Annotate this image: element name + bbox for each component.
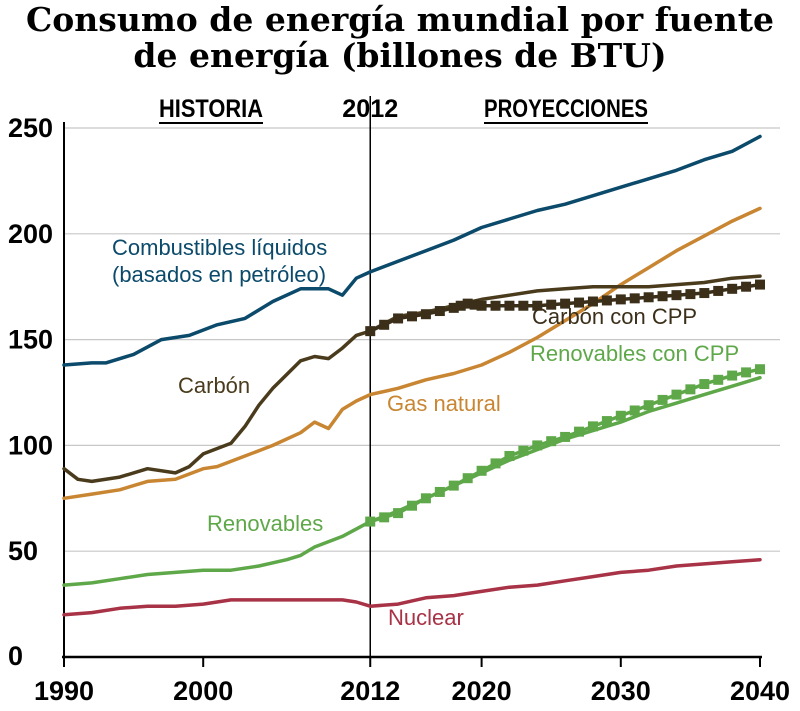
series-marker-carbon-con-cpp-0-1 (379, 319, 390, 330)
series-line-combustibles-liquidos (62, 134, 762, 367)
series-line-gas-natural (62, 206, 762, 501)
chart-title-line-1: Consumo de energía mundial por fuente (26, 0, 774, 39)
series-marker-carbon-con-cpp-1-1 (407, 311, 417, 322)
x-tick-label-2000: 2000 (173, 676, 233, 706)
series-marker-renovables-con-cpp-7-1 (574, 426, 585, 437)
series-marker-renovables-con-cpp-1-0 (393, 508, 404, 519)
y-tick-label-250: 250 (8, 113, 53, 143)
series-marker-renovables-con-cpp-5-0 (504, 450, 515, 461)
series-marker-renovables-con-cpp-10-1 (657, 394, 668, 405)
x-tick-label-2012: 2012 (340, 676, 400, 706)
series-marker-renovables-con-cpp-0-1 (379, 512, 390, 523)
y-tick-label-100: 100 (8, 430, 53, 460)
series-marker-carbon-con-cpp-12-0 (671, 290, 682, 301)
series-marker-renovables-con-cpp-4-1 (490, 458, 501, 469)
series-marker-carbon-con-cpp-4-1 (469, 299, 480, 310)
series-marker-renovables-con-cpp-8-1 (601, 416, 612, 427)
series-marker-renovables-con-cpp-8-0 (587, 421, 598, 432)
series-label-nuclear: Nuclear (388, 605, 464, 630)
series-marker-renovables-con-cpp-2-0 (420, 493, 431, 504)
series-sublabel-combustibles-liquidos: (basados en petróleo) (112, 262, 326, 287)
series-marker-carbon-con-cpp-10-0 (615, 294, 626, 305)
x-tick-label-2020: 2020 (452, 676, 512, 706)
series-marker-carbon-con-cpp-3-1 (455, 300, 466, 311)
series-marker-carbon-con-cpp-13-1 (713, 285, 724, 296)
series-marker-carbon-con-cpp-11-1 (657, 291, 668, 302)
series-label-carbon: Carbón (178, 373, 250, 398)
series-marker-carbon-con-cpp-13-0 (699, 288, 710, 299)
series-marker-renovables-con-cpp-1-1 (407, 500, 417, 511)
series-marker-renovables-con-cpp-13-0 (727, 370, 738, 381)
section-label-divider: 2012 (342, 95, 398, 123)
x-tick-label-2040: 2040 (730, 676, 790, 706)
series-marker-renovables-con-cpp-4-0 (476, 465, 487, 476)
series-marker-carbon-con-cpp-14-0 (727, 283, 738, 294)
series-marker-carbon-con-cpp-2-0 (420, 309, 431, 320)
series-marker-carbon-con-cpp-5-0 (476, 300, 487, 311)
series-marker-renovables-con-cpp-0-0 (365, 516, 376, 527)
series-marker-renovables-con-cpp-7-0 (560, 431, 571, 442)
series-line-carbon (62, 274, 762, 484)
series-marker-carbon-con-cpp-6-1 (518, 300, 529, 311)
series-label-carbon-con-cpp: Carbón con CPP (532, 304, 697, 329)
series-marker-renovables-con-cpp-11-1 (685, 384, 696, 395)
chart-title-line-2: de energía (billones de BTU) (133, 36, 667, 75)
x-tick-label-1990: 1990 (34, 676, 94, 706)
series-label-renovables: Renovables (207, 511, 323, 536)
series-marker-carbon-con-cpp-8-1 (574, 297, 585, 308)
series-marker-carbon-con-cpp-4-0 (462, 298, 473, 309)
y-tick-label-150: 150 (8, 325, 53, 355)
series-marker-renovables-con-cpp-6-1 (546, 436, 557, 447)
series-marker-carbon-con-cpp-5-1 (490, 300, 501, 311)
series-marker-renovables-con-cpp-9-0 (615, 410, 626, 421)
series-marker-renovables-con-cpp-13-1 (741, 367, 752, 378)
series-label-renovables-con-cpp: Renovables con CPP (530, 341, 739, 366)
y-tick-label-0: 0 (8, 641, 23, 671)
section-label-projections: PROYECCIONES (484, 95, 648, 123)
series-marker-renovables-con-cpp-3-1 (462, 473, 473, 484)
series-label-gas-natural: Gas natural (387, 391, 501, 416)
series-marker-renovables-con-cpp-6-0 (532, 440, 543, 451)
series-marker-renovables-con-cpp-12-0 (699, 379, 710, 390)
x-tick-label-2030: 2030 (591, 676, 651, 706)
y-tick-label-50: 50 (8, 536, 38, 566)
series-marker-carbon-con-cpp-3-0 (448, 302, 459, 313)
series-marker-carbon-con-cpp-9-1 (601, 295, 612, 306)
series-marker-carbon-con-cpp-10-1 (629, 293, 640, 304)
series-line-nuclear (62, 557, 762, 617)
series-marker-carbon-con-cpp-14-1 (741, 281, 752, 292)
series-label-combustibles-liquidos: Combustibles líquidos (112, 235, 327, 260)
series-marker-carbon-con-cpp-0-0 (365, 326, 376, 337)
series-marker-renovables-con-cpp-5-1 (518, 445, 529, 456)
series-marker-carbon-con-cpp-end (755, 279, 765, 290)
series-marker-carbon-con-cpp-12-1 (685, 289, 696, 300)
series-marker-carbon-con-cpp-2-1 (434, 306, 445, 317)
series-marker-renovables-con-cpp-11-0 (671, 389, 682, 400)
chart-title: Consumo de energía mundial por fuente de… (0, 2, 800, 74)
series-marker-carbon-con-cpp-1-0 (393, 313, 404, 324)
series-marker-carbon-con-cpp-9-0 (587, 296, 598, 307)
series-marker-renovables-con-cpp-12-1 (713, 374, 724, 385)
series-marker-renovables-con-cpp-2-1 (434, 486, 445, 497)
series-marker-carbon-con-cpp-7-0 (532, 300, 543, 311)
section-label-history: HISTORIA (159, 95, 263, 123)
series-marker-carbon-con-cpp-6-0 (504, 300, 515, 311)
series-marker-renovables-con-cpp-10-0 (643, 400, 654, 411)
series-marker-renovables-con-cpp-end (755, 364, 765, 375)
series-marker-renovables-con-cpp-9-1 (629, 405, 640, 416)
y-tick-label-200: 200 (8, 219, 53, 249)
series-marker-carbon-con-cpp-8-0 (560, 298, 571, 309)
series-marker-renovables-con-cpp-3-0 (448, 480, 459, 491)
series-marker-carbon-con-cpp-7-1 (546, 299, 557, 310)
series-marker-carbon-con-cpp-11-0 (643, 292, 654, 303)
